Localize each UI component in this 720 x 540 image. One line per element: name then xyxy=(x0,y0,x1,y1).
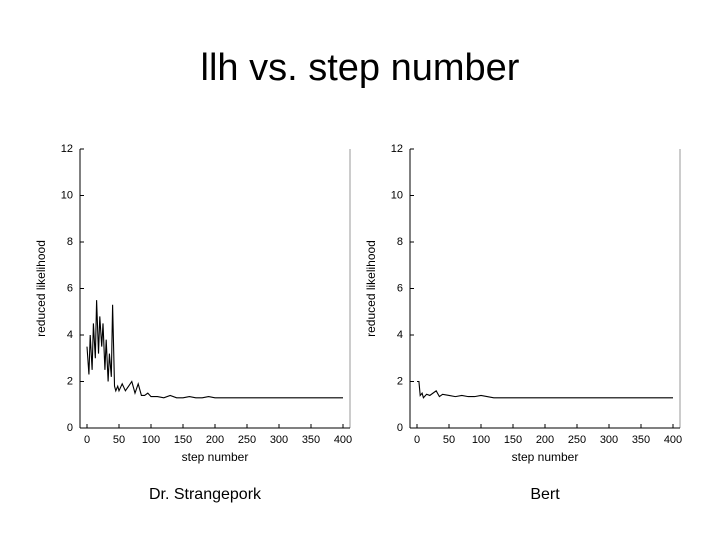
y-tick-label: 8 xyxy=(397,236,403,248)
y-axis-label: reduced likelihood xyxy=(364,240,378,337)
x-tick-label: 250 xyxy=(568,434,586,446)
y-tick-label: 10 xyxy=(61,189,73,201)
slide-title: llh vs. step number xyxy=(201,47,520,89)
y-tick-label: 0 xyxy=(67,422,73,434)
x-tick-label: 50 xyxy=(113,434,125,446)
x-tick-label: 0 xyxy=(414,434,420,446)
x-tick-label: 50 xyxy=(443,434,455,446)
x-axis-label: step number xyxy=(182,450,249,464)
data-line xyxy=(417,380,673,399)
y-tick-label: 10 xyxy=(391,189,403,201)
x-tick-label: 200 xyxy=(536,434,554,446)
x-tick-label: 150 xyxy=(174,434,192,446)
x-tick-label: 250 xyxy=(238,434,256,446)
data-line xyxy=(86,300,343,399)
x-tick-label: 200 xyxy=(206,434,224,446)
y-tick-label: 4 xyxy=(397,329,403,341)
x-tick-label: 150 xyxy=(504,434,522,446)
chart-caption: Bert xyxy=(530,486,560,503)
y-tick-label: 4 xyxy=(67,329,73,341)
x-tick-label: 400 xyxy=(334,434,352,446)
x-tick-label: 300 xyxy=(600,434,618,446)
y-tick-label: 2 xyxy=(67,375,73,387)
y-tick-label: 6 xyxy=(67,282,73,294)
chart-caption: Dr. Strangepork xyxy=(149,486,262,503)
x-tick-label: 100 xyxy=(472,434,490,446)
x-tick-label: 100 xyxy=(142,434,160,446)
y-axis-label: reduced likelihood xyxy=(34,240,48,337)
y-tick-label: 8 xyxy=(67,236,73,248)
x-tick-label: 350 xyxy=(632,434,650,446)
y-tick-label: 2 xyxy=(397,375,403,387)
y-tick-label: 6 xyxy=(397,282,403,294)
x-axis-label: step number xyxy=(512,450,579,464)
x-tick-label: 400 xyxy=(664,434,682,446)
x-tick-label: 350 xyxy=(302,434,320,446)
y-tick-label: 12 xyxy=(391,143,403,155)
y-tick-label: 0 xyxy=(397,422,403,434)
y-tick-label: 12 xyxy=(61,143,73,155)
x-tick-label: 0 xyxy=(84,434,90,446)
x-tick-label: 300 xyxy=(270,434,288,446)
